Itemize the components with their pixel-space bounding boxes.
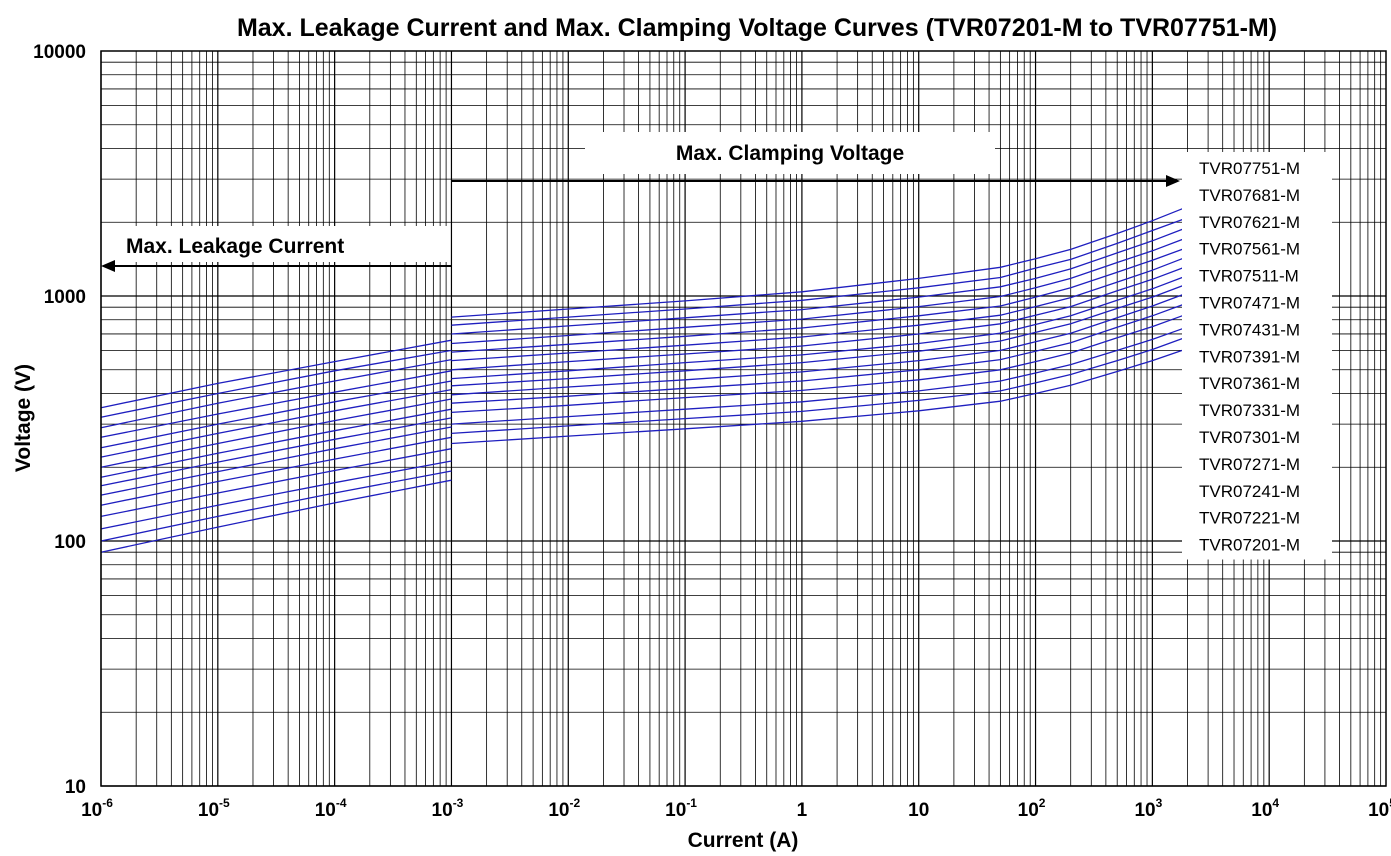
legend-entry: TVR07361-M <box>1199 374 1300 393</box>
series-line-leakage <box>100 460 452 530</box>
legend-entry: TVR07201-M <box>1199 536 1300 555</box>
legend-entry: TVR07561-M <box>1199 240 1300 259</box>
y-tick-label: 100 <box>54 532 86 553</box>
series-line-leakage <box>100 479 452 553</box>
series-line-leakage <box>100 426 452 496</box>
x-tick-label: 10-2 <box>548 796 580 821</box>
series-line-leakage <box>100 380 452 449</box>
x-tick-label: 10-3 <box>432 796 464 821</box>
x-tick-label: 102 <box>1018 796 1046 821</box>
x-tick-label: 104 <box>1251 796 1279 821</box>
series-line-leakage <box>100 349 452 418</box>
y-tick-label: 10000 <box>33 42 86 63</box>
legend-entry: TVR07621-M <box>1199 213 1300 232</box>
y-tick-label: 1000 <box>44 287 86 308</box>
series-line-leakage <box>100 448 452 518</box>
legend: TVR07751-M TVR07681-M TVR07621-M TVR07561-M… <box>1182 152 1332 560</box>
series-line-clamping <box>451 218 1183 326</box>
legend-box <box>1182 152 1332 560</box>
x-tick-label: 105 <box>1368 796 1391 821</box>
series-line-leakage <box>100 358 452 429</box>
series-line-clamping <box>451 228 1183 335</box>
series-line-leakage <box>100 417 452 487</box>
legend-entry: TVR07751-M <box>1199 159 1300 178</box>
clamping-label-box <box>585 132 995 174</box>
plot-frame <box>100 50 1387 787</box>
y-axis-title: Voltage (V) <box>12 364 35 472</box>
legend-entry: TVR07431-M <box>1199 320 1300 339</box>
series-line-clamping <box>451 276 1183 380</box>
leakage-arrow-head <box>101 260 115 272</box>
x-tick-label: 10 <box>908 800 929 821</box>
y-axis-ticks: 10 100 1000 10000 <box>33 42 86 798</box>
x-axis-ticks: 10-6 10-5 10-4 10-3 10-2 10-1 1 10 102 103 104 105 <box>81 796 1391 821</box>
legend-entry: TVR07511-M <box>1199 267 1299 286</box>
series-line-clamping <box>451 294 1183 396</box>
x-axis-title: Current (A) <box>688 829 799 852</box>
series-line-clamping <box>451 285 1183 387</box>
series-layer <box>100 208 1183 553</box>
series-line-clamping <box>451 349 1183 445</box>
x-tick-label: 10-6 <box>81 796 113 821</box>
series-line-leakage <box>100 388 452 458</box>
series-line-leakage <box>100 339 452 409</box>
x-tick-label: 1 <box>797 800 808 821</box>
legend-entry: TVR07221-M <box>1199 509 1300 528</box>
series-line-clamping <box>451 315 1183 414</box>
legend-entry: TVR07331-M <box>1199 401 1300 420</box>
y-tick-label: 10 <box>65 777 86 798</box>
series-line-leakage <box>100 470 452 542</box>
leakage-label: Max. Leakage Current <box>126 235 344 258</box>
series-line-clamping <box>451 328 1183 425</box>
clamping-label: Max. Clamping Voltage <box>676 142 904 165</box>
leakage-label-box <box>104 226 449 262</box>
series-line-clamping <box>451 337 1183 435</box>
chart-title: Max. Leakage Current and Max. Clamping V… <box>237 14 1277 42</box>
series-line-leakage <box>100 436 452 506</box>
legend-entry: TVR07241-M <box>1199 482 1300 501</box>
series-line-clamping <box>451 238 1183 345</box>
legend-entry: TVR07391-M <box>1199 347 1300 366</box>
legend-entry: TVR07471-M <box>1199 294 1300 313</box>
legend-entry: TVR07681-M <box>1199 186 1300 205</box>
series-line-clamping <box>451 267 1183 371</box>
annotation-layer: Max. Clamping Voltage Max. Leakage Curren… <box>101 132 1180 272</box>
x-tick-label: 10-5 <box>198 796 230 821</box>
series-line-leakage <box>100 408 452 478</box>
series-line-clamping <box>451 208 1183 318</box>
series-line-clamping <box>451 248 1183 353</box>
x-tick-label: 10-1 <box>665 796 697 821</box>
legend-entry: TVR07301-M <box>1199 428 1300 447</box>
legend-entry: TVR07271-M <box>1199 455 1300 474</box>
series-line-leakage <box>100 398 452 468</box>
series-line-clamping <box>451 304 1183 404</box>
clamping-arrow-head <box>1166 175 1180 187</box>
x-tick-label: 10-4 <box>315 796 347 821</box>
series-line-clamping <box>451 258 1183 362</box>
x-tick-label: 103 <box>1134 796 1162 821</box>
series-line-leakage <box>100 370 452 438</box>
